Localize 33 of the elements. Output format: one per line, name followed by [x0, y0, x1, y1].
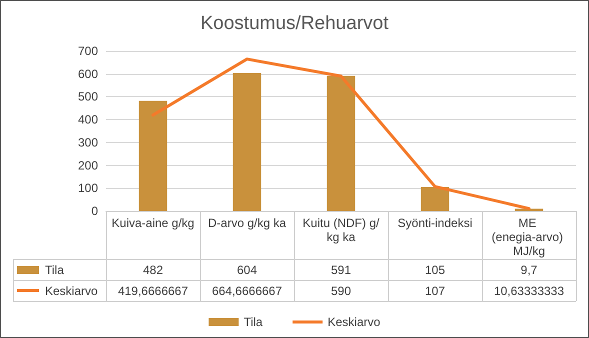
data-label: 604 — [236, 262, 258, 278]
bar — [138, 100, 168, 211]
bar — [232, 72, 262, 211]
data-label: 107 — [424, 282, 446, 300]
text: Tila — [244, 315, 263, 329]
y-tick-label: 400 — [78, 112, 98, 127]
bar — [326, 76, 356, 211]
y-tick-label: 0 — [91, 204, 98, 218]
text: Keskiarvo — [328, 315, 380, 329]
x-tick-label: ME (enegia-arvo) MJ/kg — [492, 216, 566, 258]
line-series — [152, 58, 530, 210]
x-tick-label: D-arvo g/kg ka — [208, 216, 286, 230]
data-label: 591 — [330, 262, 352, 278]
x-tick-label: Kuiva-aine g/kg — [112, 216, 194, 230]
data-label: 482 — [142, 262, 164, 278]
data-label: 9,7 — [520, 262, 538, 278]
y-tick-label: 200 — [78, 158, 98, 172]
x-tick-label: Kuitu (NDF) g/kg ka — [302, 216, 380, 244]
chart-title: Koostumus/Rehuarvot — [200, 13, 390, 34]
data-label: 419,6666667 — [116, 282, 190, 300]
data-label: 10,63333333 — [492, 282, 566, 300]
data-label: 590 — [330, 282, 352, 300]
y-tick-label: 700 — [78, 44, 98, 58]
bar — [420, 187, 450, 211]
legend-label: Tila — [45, 262, 64, 276]
y-tick-label: 300 — [78, 135, 98, 150]
y-tick-label: 600 — [78, 66, 98, 81]
data-label: 105 — [424, 262, 446, 278]
data-label: 664,6666667 — [210, 282, 284, 300]
legend-label: Keskiarvo — [45, 284, 98, 298]
y-tick-label: 500 — [78, 90, 98, 104]
y-tick-label: 100 — [78, 181, 98, 196]
x-tick-label: Syönti-indeksi — [398, 216, 472, 230]
